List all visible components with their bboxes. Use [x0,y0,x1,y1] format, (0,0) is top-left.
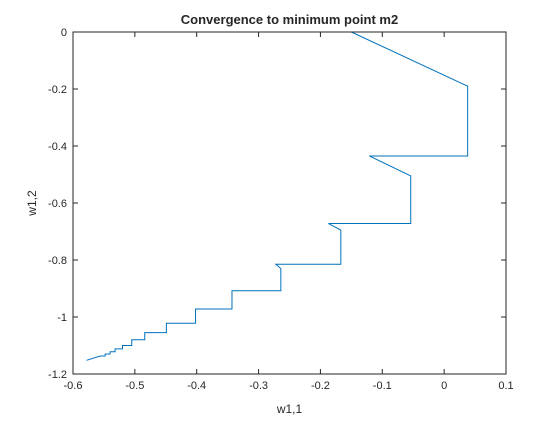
series-layer [86,31,469,361]
x-tick-label: -0.6 [64,380,83,392]
x-tick-label: -0.3 [249,380,268,392]
chart-title: Convergence to minimum point m2 [181,12,398,27]
plot-area [73,32,506,374]
y-tick-label: -0.8 [48,255,67,267]
x-tick-label: -0.5 [125,380,144,392]
x-tick-label: -0.1 [373,380,392,392]
y-tick-label: -0.2 [48,84,67,96]
ticks-layer: -0.6 -0.5 -0.4 -0.3 -0.2 -0.1 0 0.1 0 -0.2 -0.4 -0.… [48,27,514,392]
x-tick-label: -0.2 [311,380,330,392]
y-tick-label: -0.6 [48,198,67,210]
y-axis-label: w1,2 [25,190,39,217]
series-line-1 [86,31,469,361]
x-tick-label: 0.1 [498,380,513,392]
x-tick-label: -0.4 [187,380,206,392]
y-tick-label: -1.2 [48,369,67,381]
x-axis-label: w1,1 [276,402,303,416]
x-tick-label: 0 [441,380,447,392]
y-tick-label: -0.4 [48,141,67,153]
y-tick-label: 0 [61,27,67,39]
y-tick-label: -1 [57,312,67,324]
